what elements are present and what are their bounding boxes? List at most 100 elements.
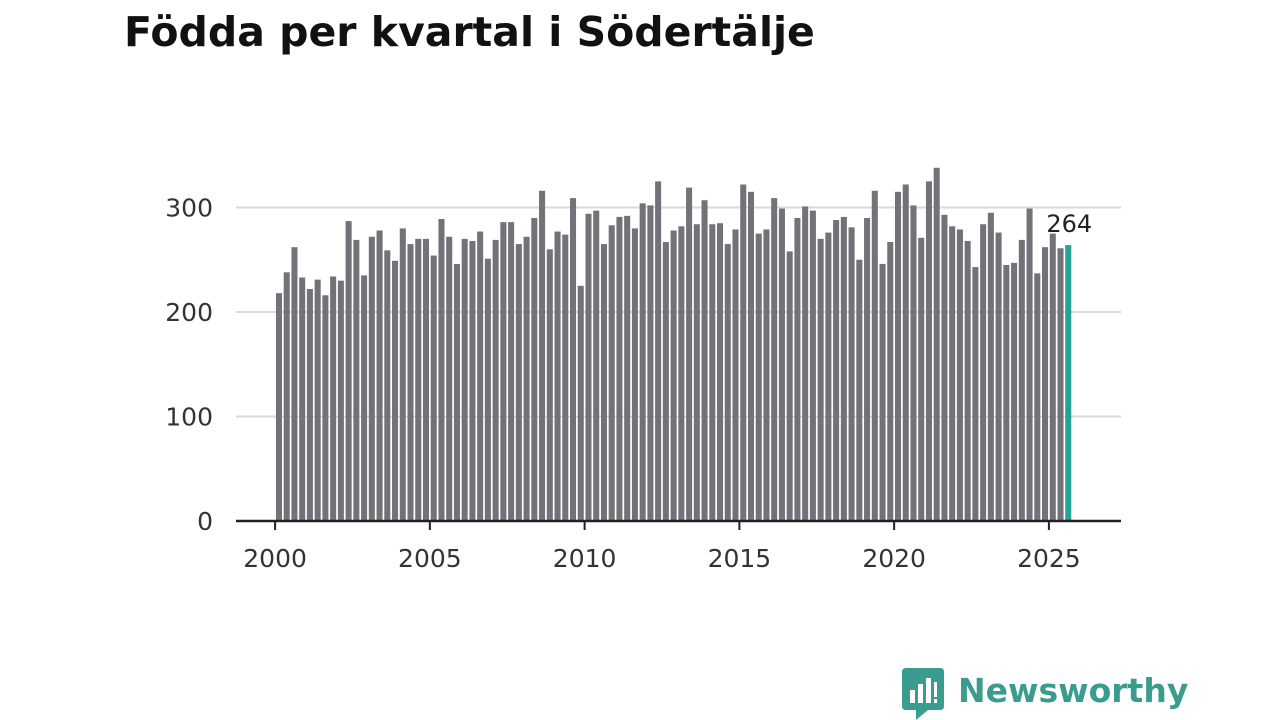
bar (492, 239, 499, 521)
bar (593, 210, 600, 521)
bar (794, 217, 801, 521)
bar (995, 232, 1002, 521)
bar (732, 229, 739, 521)
bar (894, 191, 902, 521)
bar (686, 187, 693, 521)
bar (964, 240, 971, 521)
x-tick-label: 2025 (1017, 544, 1081, 573)
y-tick-label: 200 (165, 298, 213, 327)
bar (879, 263, 886, 521)
bar (554, 231, 561, 522)
bar (825, 232, 832, 521)
bar (662, 241, 669, 522)
bar (980, 224, 987, 521)
bar (972, 267, 979, 521)
y-tick-label: 300 (165, 194, 213, 223)
bar (887, 241, 894, 522)
bar (283, 272, 290, 521)
bar (407, 244, 414, 521)
bar (392, 260, 399, 521)
bar (941, 214, 948, 521)
bar (724, 244, 731, 521)
x-tick-label: 2005 (398, 544, 462, 573)
bar (709, 224, 716, 521)
y-tick-label: 0 (197, 507, 213, 536)
bar (438, 219, 445, 521)
bar (446, 236, 453, 521)
bar (747, 191, 755, 521)
bar (399, 228, 406, 521)
bar (771, 198, 778, 521)
bar (531, 217, 538, 521)
x-tick-label: 2000 (243, 544, 307, 573)
x-tick-label: 2015 (708, 544, 772, 573)
bar (670, 230, 677, 522)
bar (523, 236, 530, 521)
bar (717, 223, 724, 521)
bar (817, 238, 824, 521)
bar (314, 279, 321, 521)
bar (461, 238, 468, 521)
chart-title: Födda per kvartal i Södertälje (124, 8, 815, 56)
bar (802, 206, 809, 521)
x-tick-label: 2010 (553, 544, 617, 573)
bar (384, 250, 391, 521)
newsworthy-logo: Newsworthy (902, 668, 1188, 720)
bar (577, 285, 584, 521)
bar (430, 255, 437, 521)
bar (1003, 264, 1010, 521)
axes (236, 519, 1121, 530)
bar (570, 198, 577, 521)
bar (322, 295, 329, 521)
bar (949, 226, 956, 521)
bar (755, 233, 762, 522)
labels: 0 100 200 300 264 2000 2005 2010 2015 2020 2025 (165, 194, 1092, 574)
bar-highlight (1065, 245, 1072, 521)
bar (786, 251, 793, 521)
bar (701, 200, 708, 521)
bar (1011, 262, 1018, 521)
bar (956, 229, 963, 521)
bar (809, 210, 816, 521)
bar (291, 247, 298, 521)
bar (910, 205, 917, 521)
bar (539, 190, 546, 521)
bar (515, 244, 522, 521)
bar (918, 237, 925, 521)
bar (987, 212, 994, 522)
bar (353, 239, 360, 521)
bar (778, 208, 785, 522)
bar (484, 258, 491, 521)
last-value-label: 264 (1046, 210, 1092, 238)
brand-name: Newsworthy (958, 671, 1189, 710)
bar (678, 226, 685, 521)
bar (864, 217, 871, 521)
bar (299, 277, 306, 521)
bar (376, 230, 383, 522)
bar (500, 222, 507, 521)
bar (422, 238, 430, 521)
bar (508, 222, 515, 521)
bar (306, 289, 313, 521)
bar (848, 227, 855, 522)
bar (477, 231, 484, 522)
newsworthy-logo-icon (902, 668, 944, 720)
bar (361, 275, 368, 521)
bar (624, 215, 631, 522)
bar (1042, 247, 1049, 521)
bar (562, 234, 569, 522)
bar (345, 221, 352, 521)
bar (368, 236, 375, 521)
bar (740, 184, 747, 521)
bar (546, 249, 553, 522)
bar (655, 181, 662, 522)
bar (763, 229, 770, 521)
bar (631, 228, 638, 521)
bar (647, 205, 654, 521)
bar (616, 216, 623, 521)
bar (275, 293, 282, 521)
bar (902, 184, 909, 521)
bar (469, 240, 476, 521)
bar (1049, 233, 1056, 522)
